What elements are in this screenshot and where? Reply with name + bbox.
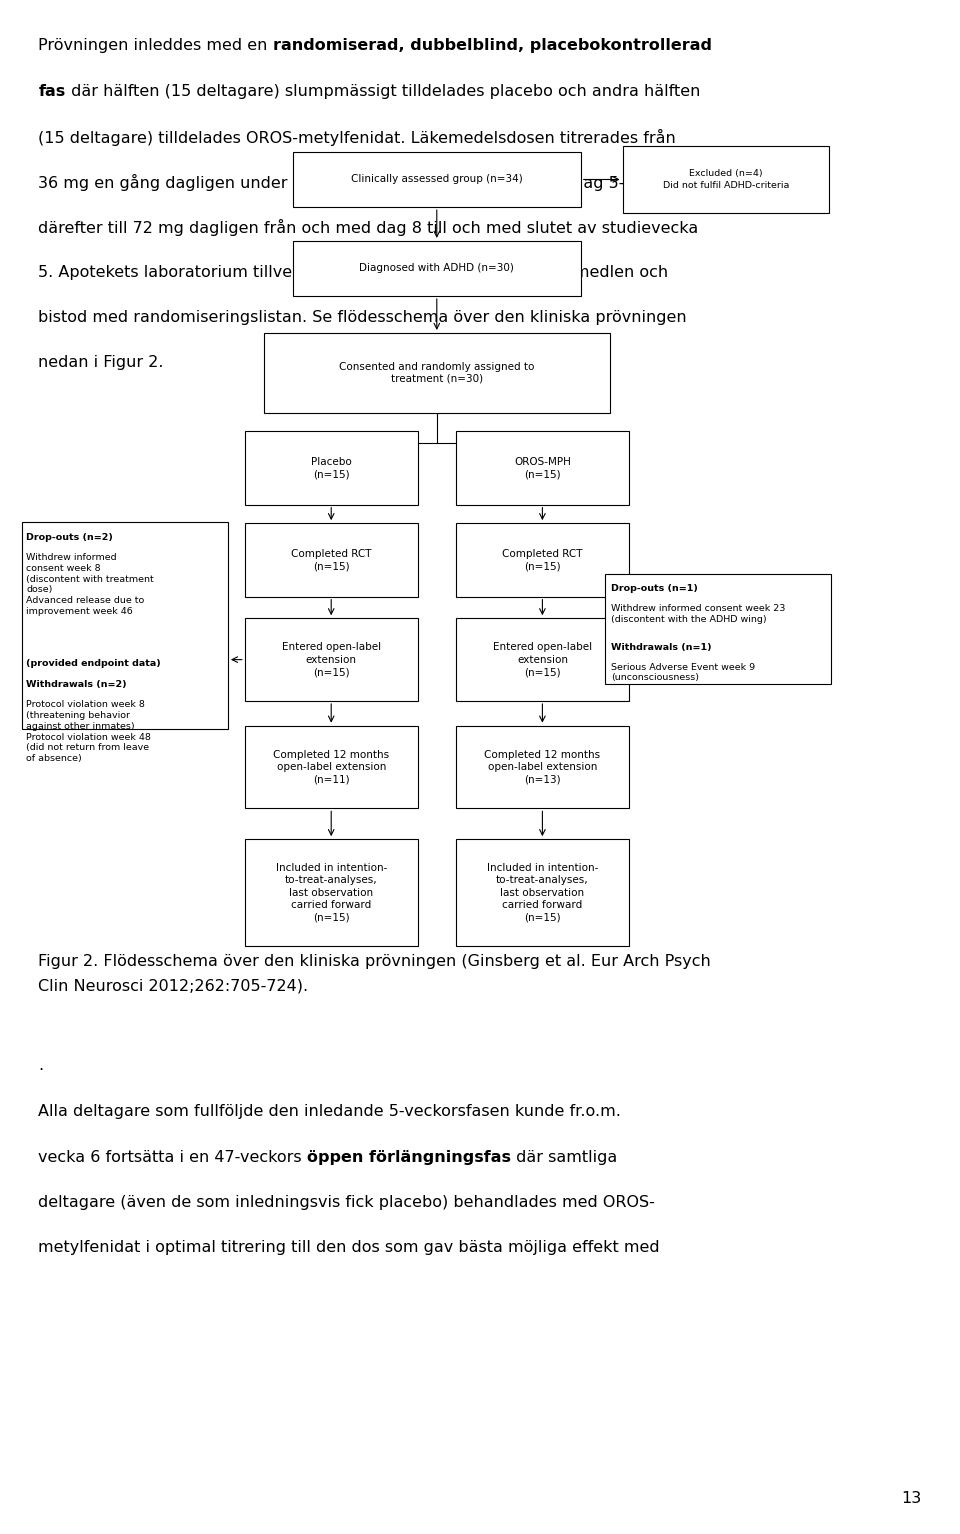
FancyBboxPatch shape: [245, 839, 418, 946]
Text: Included in intention-
to-treat-analyses,
last observation
carried forward
(n=15: Included in intention- to-treat-analyses…: [276, 864, 387, 922]
Text: Consented and randomly assigned to
treatment (n=30): Consented and randomly assigned to treat…: [339, 362, 535, 384]
Text: Entered open-label
extension
(n=15): Entered open-label extension (n=15): [492, 643, 592, 676]
Text: 5. Apotekets laboratorium tillverkade placebo, blindade studieläkemedlen och: 5. Apotekets laboratorium tillverkade pl…: [38, 264, 668, 279]
FancyBboxPatch shape: [293, 152, 581, 207]
Text: 13: 13: [901, 1491, 922, 1506]
Text: deltagare (även de som inledningsvis fick placebo) behandlades med OROS-: deltagare (även de som inledningsvis fic…: [38, 1195, 656, 1210]
Text: Withdrawals (n=2): Withdrawals (n=2): [27, 681, 127, 689]
Text: Clinically assessed group (n=34): Clinically assessed group (n=34): [351, 175, 522, 184]
FancyBboxPatch shape: [245, 726, 418, 808]
Text: Diagnosed with ADHD (n=30): Diagnosed with ADHD (n=30): [359, 264, 515, 273]
Text: Placebo
(n=15): Placebo (n=15): [311, 457, 351, 479]
Text: där samtliga: där samtliga: [511, 1150, 617, 1164]
Text: Prövningen inleddes med en: Prövningen inleddes med en: [38, 38, 273, 54]
FancyBboxPatch shape: [22, 522, 228, 730]
FancyBboxPatch shape: [245, 618, 418, 701]
FancyBboxPatch shape: [456, 618, 629, 701]
FancyBboxPatch shape: [456, 523, 629, 597]
FancyBboxPatch shape: [456, 726, 629, 808]
Text: Included in intention-
to-treat-analyses,
last observation
carried forward
(n=15: Included in intention- to-treat-analyses…: [487, 864, 598, 922]
Text: vecka 6 fortsätta i en 47-veckors: vecka 6 fortsätta i en 47-veckors: [38, 1150, 307, 1164]
Text: Protocol violation week 8
(threatening behavior
against other inmates)
Protocol : Protocol violation week 8 (threatening b…: [27, 700, 152, 762]
Text: där hälften (15 deltagare) slumpmässigt tilldelades placebo och andra hälften: där hälften (15 deltagare) slumpmässigt …: [65, 84, 700, 98]
Text: Completed RCT
(n=15): Completed RCT (n=15): [502, 549, 583, 571]
Text: Completed RCT
(n=15): Completed RCT (n=15): [291, 549, 372, 571]
Text: Figur 2. Flödesschema över den kliniska prövningen (Ginsberg et al. Eur Arch Psy: Figur 2. Flödesschema över den kliniska …: [38, 954, 711, 994]
Text: Withdrawals (n=1): Withdrawals (n=1): [612, 643, 711, 652]
Text: Withdrew informed consent week 23
(discontent with the ADHD wing): Withdrew informed consent week 23 (disco…: [612, 604, 785, 624]
Text: metylfenidat i optimal titrering till den dos som gav bästa möjliga effekt med: metylfenidat i optimal titrering till de…: [38, 1239, 660, 1255]
Text: öppen förlängningsfas: öppen förlängningsfas: [307, 1150, 511, 1164]
Text: Alla deltagare som fullföljde den inledande 5-veckorsfasen kunde fr.o.m.: Alla deltagare som fullföljde den inleda…: [38, 1104, 621, 1120]
Text: Serious Adverse Event week 9
(unconsciousness): Serious Adverse Event week 9 (unconsciou…: [612, 663, 756, 683]
Text: OROS-MPH
(n=15): OROS-MPH (n=15): [514, 457, 571, 479]
Text: bistod med randomiseringslistan. Se flödesschema över den kliniska prövningen: bistod med randomiseringslistan. Se flöd…: [38, 310, 687, 325]
Text: (15 deltagare) tilldelades OROS-metylfenidat. Läkemedelsdosen titrerades från: (15 deltagare) tilldelades OROS-metylfen…: [38, 129, 676, 146]
FancyBboxPatch shape: [456, 431, 629, 505]
FancyBboxPatch shape: [245, 523, 418, 597]
Text: nedan i Figur 2.: nedan i Figur 2.: [38, 354, 164, 370]
FancyBboxPatch shape: [245, 431, 418, 505]
Text: Drop-outs (n=2): Drop-outs (n=2): [27, 534, 113, 542]
Text: fas: fas: [38, 84, 65, 98]
Text: randomiserad, dubbelblind, placebokontrollerad: randomiserad, dubbelblind, placebokontro…: [273, 38, 712, 54]
Text: Completed 12 months
open-label extension
(n=11): Completed 12 months open-label extension…: [274, 750, 389, 784]
Text: Drop-outs (n=1): Drop-outs (n=1): [612, 584, 698, 594]
Text: Withdrew informed
consent week 8
(discontent with treatment
dose)
Advanced relea: Withdrew informed consent week 8 (discon…: [27, 554, 155, 615]
FancyBboxPatch shape: [264, 333, 610, 413]
Text: därefter till 72 mg dagligen från och med dag 8 till och med slutet av studievec: därefter till 72 mg dagligen från och me…: [38, 219, 699, 236]
Text: Completed 12 months
open-label extension
(n=13): Completed 12 months open-label extension…: [485, 750, 600, 784]
FancyBboxPatch shape: [622, 146, 828, 213]
FancyBboxPatch shape: [293, 241, 581, 296]
Text: 36 mg en gång dagligen under dag 1-4, till 54 mg dagligen under dag 5-7 och: 36 mg en gång dagligen under dag 1-4, ti…: [38, 173, 669, 192]
Text: .: .: [38, 1058, 43, 1074]
Text: Excluded (n=4)
Did not fulfil ADHD-criteria: Excluded (n=4) Did not fulfil ADHD-crite…: [662, 169, 789, 190]
FancyBboxPatch shape: [606, 574, 830, 684]
Text: Entered open-label
extension
(n=15): Entered open-label extension (n=15): [281, 643, 381, 676]
FancyBboxPatch shape: [456, 839, 629, 946]
Text: (provided endpoint data): (provided endpoint data): [27, 660, 161, 667]
